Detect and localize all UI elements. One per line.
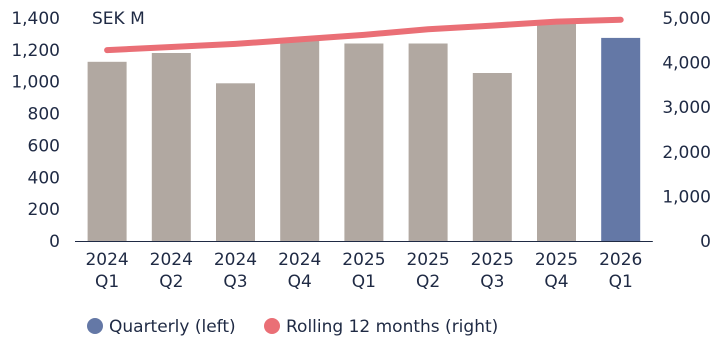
category-label: 2025 Q2 — [406, 250, 449, 292]
legend-swatch-rolling — [264, 318, 280, 334]
category-label: 2024 Q1 — [85, 250, 128, 292]
left-tick-label: 200 — [28, 200, 60, 220]
unit-label: SEK M — [92, 9, 145, 29]
legend: Quarterly (left) Rolling 12 months (righ… — [87, 317, 498, 337]
left-tick-label: 0 — [49, 232, 60, 252]
bar-2024-q1 — [87, 61, 127, 241]
legend-label-quarterly: Quarterly (left) — [109, 317, 236, 337]
bars-layer — [87, 21, 641, 242]
left-axis-ticks: 0 200 400 600 800 1,000 1,200 1,400 — [11, 9, 60, 252]
line-layer — [104, 16, 624, 54]
right-tick-label: 4,000 — [662, 54, 711, 74]
right-tick-label: 3,000 — [662, 98, 711, 118]
left-tick-label: 800 — [28, 105, 60, 125]
category-label: 2026 Q1 — [599, 250, 642, 292]
bar-2024-q3 — [216, 83, 255, 241]
right-axis-ticks: 0 1,000 2,000 3,000 4,000 5,000 — [662, 9, 711, 252]
bar-2025-q2 — [408, 43, 448, 241]
bar-2026-q1 — [601, 37, 641, 242]
left-tick-label: 400 — [28, 168, 60, 188]
left-tick-label: 1,400 — [11, 9, 60, 29]
bar-2025-q1 — [344, 43, 384, 241]
rolling-12-months-line — [104, 16, 624, 54]
category-label: 2025 Q3 — [471, 250, 514, 292]
right-tick-label: 1,000 — [662, 187, 711, 207]
category-label: 2024 Q3 — [214, 250, 257, 292]
left-tick-label: 1,000 — [11, 73, 60, 93]
category-label: 2024 Q4 — [278, 250, 321, 292]
right-tick-label: 2,000 — [662, 143, 711, 163]
left-tick-label: 600 — [28, 136, 60, 156]
bar-2024-q4 — [280, 38, 320, 242]
legend-label-rolling: Rolling 12 months (right) — [286, 317, 498, 337]
bar-2025-q4 — [537, 21, 576, 242]
category-label: 2025 Q1 — [342, 250, 385, 292]
bar-2024-q2 — [151, 53, 191, 241]
right-tick-label: 0 — [700, 232, 711, 252]
left-tick-label: 1,200 — [11, 41, 60, 61]
right-tick-label: 5,000 — [662, 9, 711, 29]
legend-swatch-quarterly — [87, 318, 103, 334]
category-label: 2024 Q2 — [150, 250, 193, 292]
bar-2025-q3 — [472, 73, 512, 241]
x-axis-labels: 2024 Q1 2024 Q2 2024 Q3 2024 Q4 2025 Q1 2025 Q2 2025… — [85, 250, 642, 292]
category-label: 2025 Q4 — [535, 250, 578, 292]
